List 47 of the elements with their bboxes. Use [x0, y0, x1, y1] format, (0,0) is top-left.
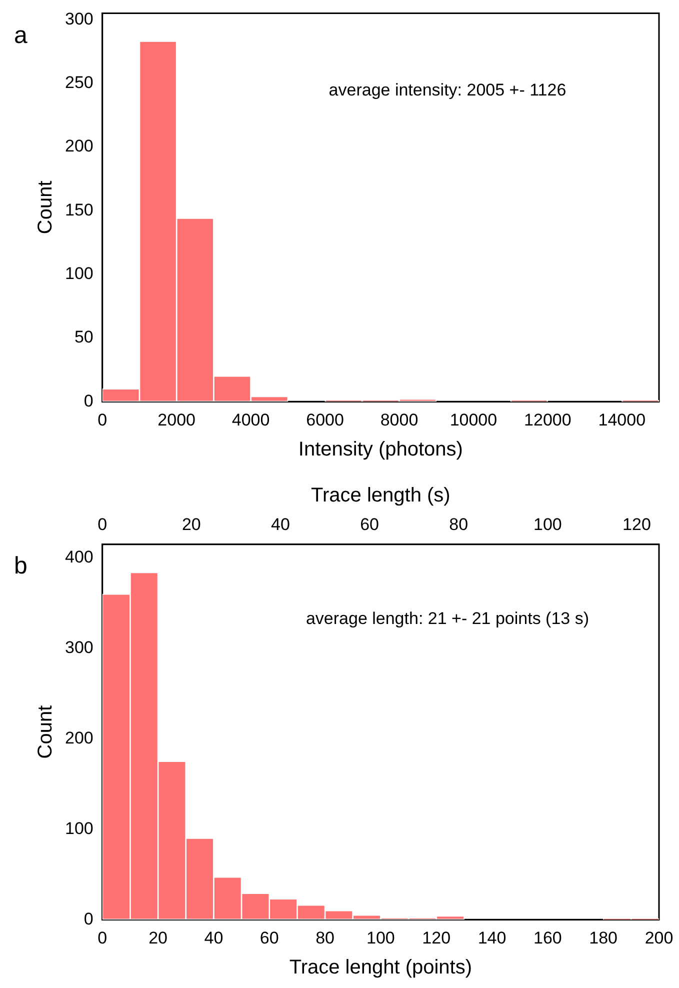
- y-tick-label: 200: [64, 728, 94, 748]
- annotation: average intensity: 2005 +- 1126: [328, 80, 566, 100]
- x-tick-label: 0: [98, 410, 108, 430]
- x-tick-label: 2000: [158, 410, 196, 430]
- x2-axis-title: Trace length (s): [311, 484, 450, 507]
- y-tick-label: 300: [64, 638, 94, 658]
- x-tick-label: 10000: [450, 410, 498, 430]
- y-tick-label: 250: [64, 72, 94, 92]
- x-tick-label: 14000: [598, 410, 646, 430]
- y-tick-label: 200: [64, 136, 94, 156]
- annotation: average length: 21 +- 21 points (13 s): [306, 609, 589, 628]
- x2-tick-label: 20: [182, 514, 201, 534]
- y-tick-label: 150: [64, 200, 94, 220]
- x2-tick-label: 0: [98, 514, 108, 534]
- x-tick-label: 180: [589, 928, 618, 948]
- y-tick-label: 100: [64, 264, 94, 283]
- y-tick-label: 400: [64, 548, 94, 567]
- x-tick-label: 100: [366, 928, 395, 948]
- y-tick-label: 0: [84, 909, 94, 928]
- x2-tick-label: 120: [622, 514, 651, 534]
- x2-tick-label: 100: [533, 514, 562, 534]
- y-tick-label: 50: [74, 328, 94, 347]
- x-tick-label: 140: [478, 928, 506, 948]
- y-tick-label: 100: [64, 818, 94, 838]
- x2-tick-label: 80: [449, 514, 468, 534]
- text: a: [14, 22, 28, 50]
- x-tick-label: 6000: [306, 410, 344, 430]
- x-tick-label: 200: [644, 928, 674, 948]
- x-tick-label: 40: [204, 928, 224, 948]
- x2-tick-label: 60: [360, 514, 380, 534]
- x-tick-label: 120: [422, 928, 451, 948]
- x2-tick-label: 40: [271, 514, 290, 534]
- text: b: [14, 552, 28, 580]
- x-tick-label: 20: [148, 928, 168, 948]
- x-tick-label: 12000: [524, 410, 572, 430]
- x-axis-title: Trace lenght (points): [289, 956, 472, 979]
- y-tick-label: 300: [64, 9, 94, 28]
- y-axis-title: Count: [34, 704, 57, 759]
- x-tick-label: 8000: [380, 410, 418, 430]
- y-axis-title: Count: [34, 180, 57, 234]
- x-tick-label: 0: [98, 928, 108, 948]
- x-tick-label: 4000: [232, 410, 270, 430]
- x-tick-label: 60: [260, 928, 279, 948]
- y-tick-label: 0: [84, 391, 94, 410]
- x-tick-label: 160: [533, 928, 562, 948]
- x-axis-title: Intensity (photons): [298, 438, 463, 461]
- x-tick-label: 80: [316, 928, 334, 948]
